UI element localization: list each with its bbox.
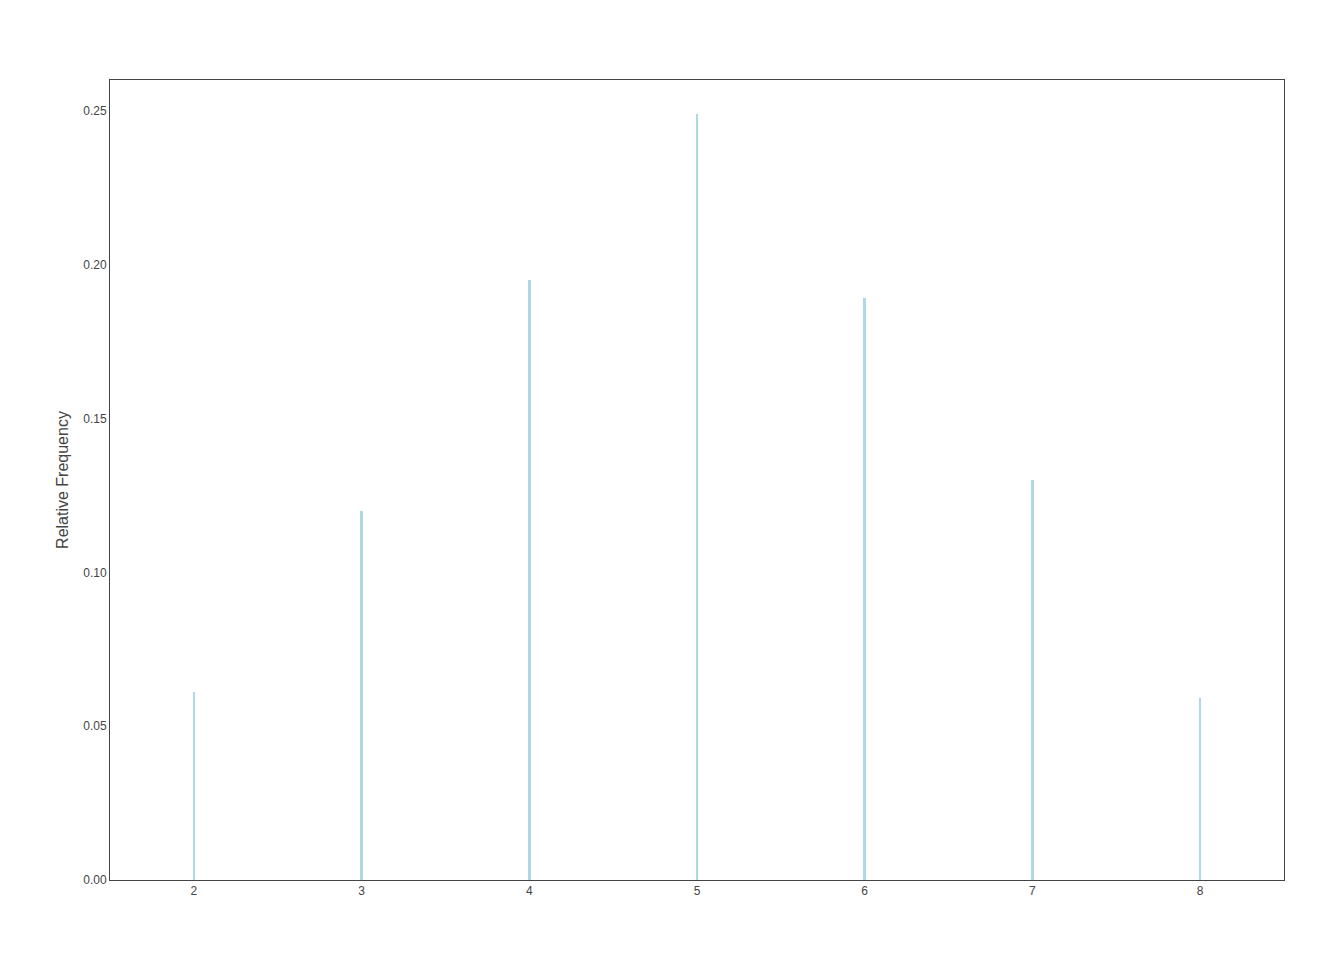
svg-text:0.05: 0.05	[83, 719, 107, 733]
svg-text:3: 3	[358, 884, 365, 898]
svg-text:8: 8	[1197, 884, 1204, 898]
svg-text:7: 7	[1029, 884, 1036, 898]
svg-text:2: 2	[191, 884, 198, 898]
svg-text:4: 4	[526, 884, 533, 898]
svg-text:0.25: 0.25	[83, 104, 107, 118]
svg-text:Relative Frequency: Relative Frequency	[54, 411, 71, 549]
svg-text:0.00: 0.00	[83, 873, 107, 887]
svg-text:0.10: 0.10	[83, 566, 107, 580]
svg-text:0.20: 0.20	[83, 258, 107, 272]
svg-text:6: 6	[861, 884, 868, 898]
svg-text:5: 5	[694, 884, 701, 898]
svg-text:0.15: 0.15	[83, 412, 107, 426]
